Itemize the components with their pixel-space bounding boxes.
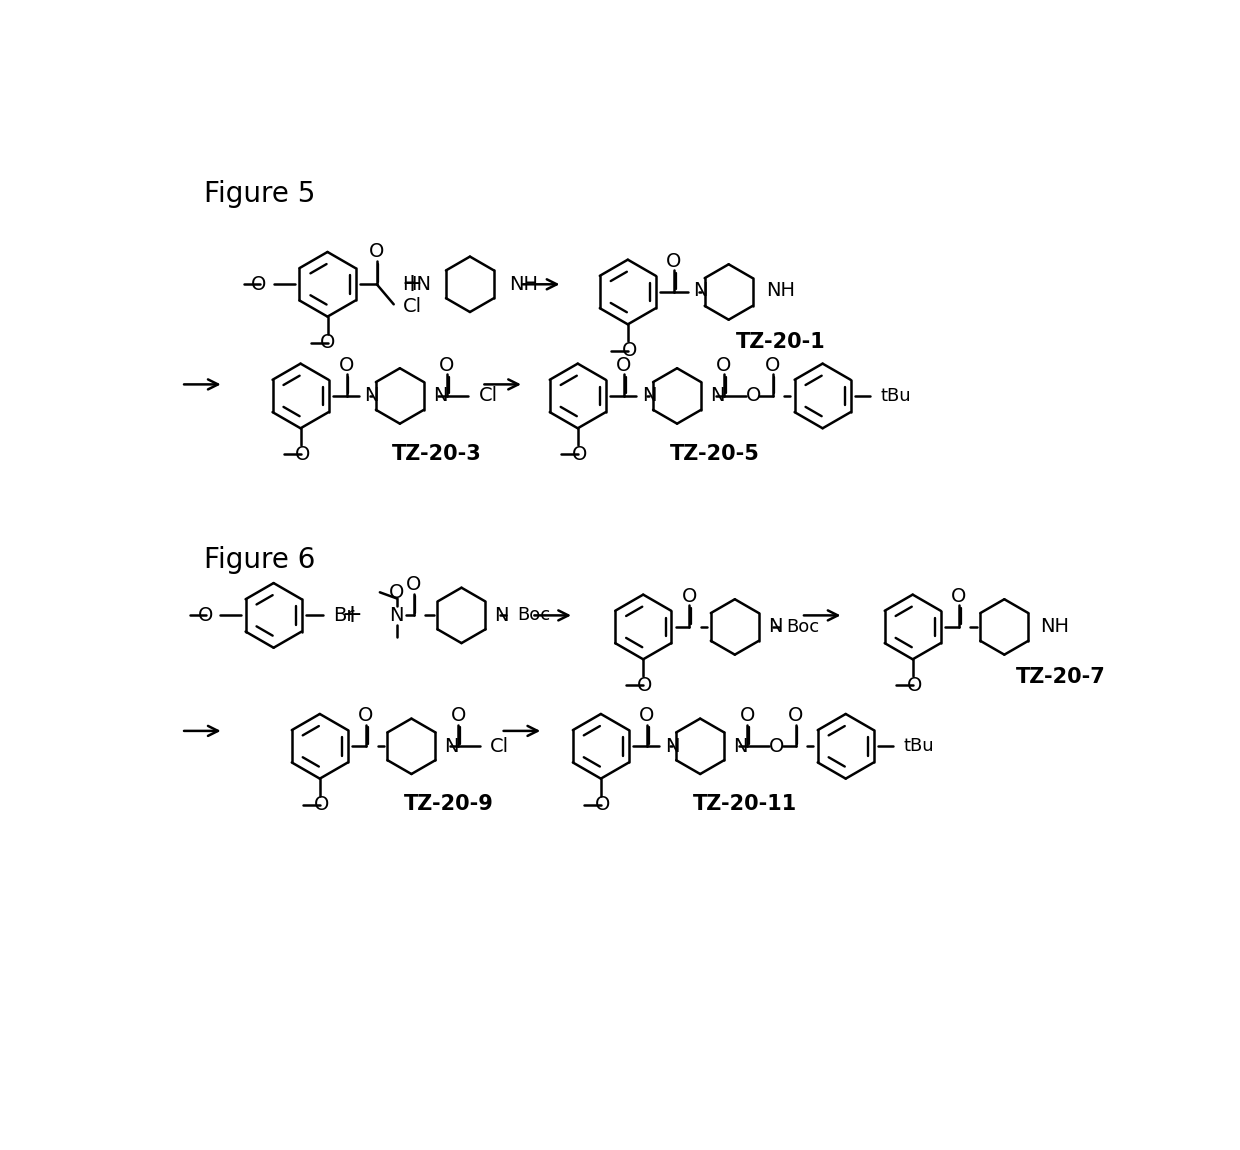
Text: O: O	[745, 386, 761, 406]
Text: O: O	[906, 676, 921, 695]
Text: O: O	[682, 586, 697, 606]
Text: +: +	[342, 604, 362, 628]
Text: Cl: Cl	[490, 737, 510, 756]
Text: O: O	[389, 583, 404, 601]
Text: N: N	[733, 737, 748, 756]
Text: N: N	[768, 618, 782, 636]
Text: N: N	[711, 386, 724, 406]
Text: O: O	[450, 706, 466, 724]
Text: O: O	[640, 706, 655, 724]
Text: O: O	[358, 706, 373, 724]
Text: O: O	[595, 796, 610, 814]
Text: tBu: tBu	[880, 386, 911, 405]
Text: O: O	[197, 606, 213, 624]
Text: Boc: Boc	[517, 606, 551, 624]
Text: Figure 6: Figure 6	[205, 546, 316, 574]
Text: N: N	[693, 281, 708, 300]
Text: O: O	[666, 252, 682, 270]
Text: O: O	[769, 737, 784, 756]
Text: O: O	[572, 445, 587, 463]
Text: N: N	[365, 386, 379, 406]
Text: O: O	[405, 575, 422, 595]
Text: TZ-20-3: TZ-20-3	[392, 444, 482, 463]
Text: TZ-20-11: TZ-20-11	[692, 793, 797, 814]
Text: O: O	[252, 275, 267, 293]
Text: O: O	[314, 796, 329, 814]
Text: Cl: Cl	[403, 297, 422, 316]
Text: O: O	[320, 334, 335, 352]
Text: O: O	[765, 355, 780, 375]
Text: O: O	[294, 445, 310, 463]
Text: N: N	[389, 606, 404, 624]
Text: N: N	[495, 606, 510, 624]
Text: O: O	[951, 586, 967, 606]
Text: N: N	[433, 386, 448, 406]
Text: Br: Br	[332, 606, 355, 624]
Text: N: N	[665, 737, 680, 756]
Text: TZ-20-7: TZ-20-7	[1016, 667, 1106, 687]
Text: TZ-20-9: TZ-20-9	[404, 793, 494, 814]
Text: N: N	[641, 386, 656, 406]
Text: O: O	[739, 706, 755, 724]
Text: O: O	[621, 342, 637, 360]
Text: Figure 5: Figure 5	[205, 181, 316, 208]
Text: NH: NH	[510, 275, 538, 293]
Text: O: O	[370, 243, 384, 261]
Text: O: O	[637, 676, 652, 695]
Text: O: O	[439, 355, 455, 375]
Text: O: O	[339, 355, 355, 375]
Text: O: O	[616, 355, 631, 375]
Text: NH: NH	[766, 281, 795, 300]
Text: Cl: Cl	[479, 386, 497, 406]
Text: Boc: Boc	[786, 618, 820, 636]
Text: N: N	[444, 737, 459, 756]
Text: O: O	[787, 706, 804, 724]
Text: +: +	[402, 273, 423, 297]
Text: tBu: tBu	[904, 737, 934, 756]
Text: TZ-20-1: TZ-20-1	[737, 332, 826, 352]
Text: TZ-20-5: TZ-20-5	[670, 444, 759, 463]
Text: HN: HN	[402, 275, 430, 293]
Text: O: O	[717, 355, 732, 375]
Text: NH: NH	[1040, 618, 1069, 636]
